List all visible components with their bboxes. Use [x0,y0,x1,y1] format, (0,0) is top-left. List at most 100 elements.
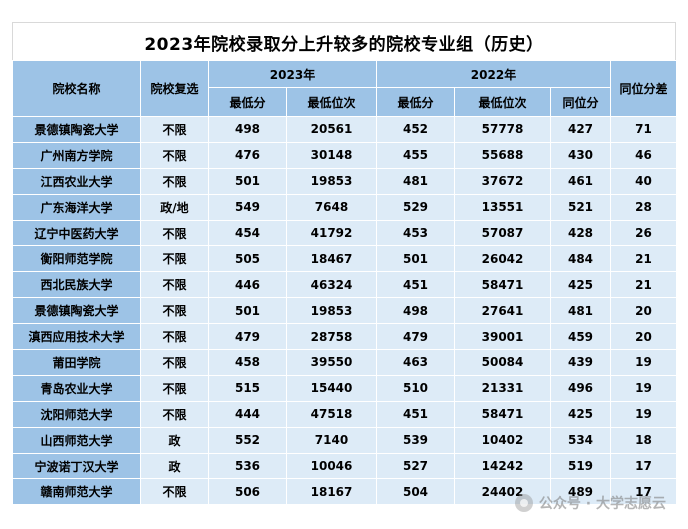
row-2023-min-rank: 15440 [286,374,377,402]
row-filter: 不限 [140,349,209,376]
row-filter: 不限 [140,245,209,273]
row-school: 山西师范大学 [12,426,141,454]
row-2022-min-score: 498 [376,297,455,325]
row-2022-equiv-score: 425 [550,400,611,428]
row-2022-min-score: 510 [376,374,455,402]
row-diff: 26 [610,219,677,247]
row-2023-min-score: 505 [208,245,287,273]
row-2022-min-rank: 39001 [454,323,551,351]
header-2023-min-rank: 最低位次 [286,87,377,117]
row-2023-min-score: 549 [208,193,287,221]
row-school: 赣南师范大学 [12,478,141,506]
row-2023-min-score: 446 [208,271,287,299]
row-2022-min-score: 527 [376,452,455,480]
row-2022-equiv-score: 459 [550,323,611,351]
row-2022-min-rank: 58471 [454,271,551,299]
row-filter: 政/地 [140,193,209,221]
row-filter: 不限 [140,271,209,299]
row-2023-min-score: 454 [208,219,287,247]
row-school: 青岛农业大学 [12,374,141,402]
row-2023-min-rank: 7648 [286,193,377,221]
table-row: 衡阳师范学院 不限 505 18467 501 26042 484 21 [12,245,677,273]
row-2022-equiv-score: 496 [550,374,611,402]
row-2022-equiv-score: 521 [550,193,611,221]
row-2022-equiv-score: 481 [550,297,611,325]
row-filter: 不限 [140,400,209,428]
row-2022-min-score: 481 [376,167,455,195]
header-school: 院校名称 [12,60,141,117]
row-school: 广州南方学院 [12,141,141,169]
row-2023-min-score: 458 [208,349,287,376]
table-row: 广东海洋大学 政/地 549 7648 529 13551 521 28 [12,193,677,221]
row-2023-min-score: 501 [208,167,287,195]
row-diff: 19 [610,400,677,428]
row-2023-min-rank: 7140 [286,426,377,454]
row-2022-equiv-score: 534 [550,426,611,454]
row-2023-min-rank: 10046 [286,452,377,480]
table-row: 景德镇陶瓷大学 不限 501 19853 498 27641 481 20 [12,297,677,325]
row-2022-min-rank: 27641 [454,297,551,325]
row-2022-min-score: 453 [376,219,455,247]
row-2023-min-score: 444 [208,400,287,428]
row-2023-min-score: 479 [208,323,287,351]
row-2023-min-rank: 19853 [286,297,377,325]
row-filter: 不限 [140,167,209,195]
row-2023-min-score: 506 [208,478,287,506]
row-school: 衡阳师范学院 [12,245,141,273]
header-filter: 院校复选 [140,60,209,117]
row-2022-min-rank: 57087 [454,219,551,247]
row-filter: 不限 [140,374,209,402]
row-filter: 不限 [140,478,209,506]
row-2022-equiv-score: 461 [550,167,611,195]
header-2022-equiv-score: 同位分 [550,87,611,117]
table-row: 滇西应用技术大学 不限 479 28758 479 39001 459 20 [12,323,677,351]
row-2022-min-score: 463 [376,349,455,376]
row-2023-min-score: 515 [208,374,287,402]
row-2023-min-rank: 30148 [286,141,377,169]
row-school: 景德镇陶瓷大学 [12,297,141,325]
row-2022-equiv-score: 484 [550,245,611,273]
row-diff: 18 [610,426,677,454]
row-2022-min-score: 539 [376,426,455,454]
row-diff: 46 [610,141,677,169]
table-row: 辽宁中医药大学 不限 454 41792 453 57087 428 26 [12,219,677,247]
row-2022-min-rank: 50084 [454,349,551,376]
row-2022-min-rank: 10402 [454,426,551,454]
row-filter: 不限 [140,297,209,325]
row-2022-min-score: 452 [376,116,455,143]
row-school: 广东海洋大学 [12,193,141,221]
row-diff: 20 [610,297,677,325]
row-filter: 政 [140,426,209,454]
row-2022-min-score: 455 [376,141,455,169]
header-year-2022: 2022年 [376,60,611,88]
row-2022-equiv-score: 427 [550,116,611,143]
row-2022-min-rank: 58471 [454,400,551,428]
table-row: 景德镇陶瓷大学 不限 498 20561 452 57778 427 71 [12,116,677,143]
table-row: 江西农业大学 不限 501 19853 481 37672 461 40 [12,167,677,195]
row-2022-min-rank: 55688 [454,141,551,169]
header-2023-min-score: 最低分 [208,87,287,117]
row-diff: 21 [610,271,677,299]
row-2023-min-rank: 39550 [286,349,377,376]
score-table: 院校名称 院校复选 2023年 2022年 同位分差 最低分 最低位次 最低分 … [12,60,677,506]
row-2022-min-score: 451 [376,271,455,299]
header-diff: 同位分差 [610,60,677,117]
row-2023-min-rank: 19853 [286,167,377,195]
row-2022-equiv-score: 425 [550,271,611,299]
row-2022-min-rank: 24402 [454,478,551,506]
header-year-2023: 2023年 [208,60,377,88]
row-2023-min-score: 476 [208,141,287,169]
row-2023-min-rank: 47518 [286,400,377,428]
row-2022-equiv-score: 439 [550,349,611,376]
header-2022-min-rank: 最低位次 [454,87,551,117]
row-2022-min-rank: 21331 [454,374,551,402]
table-body: 景德镇陶瓷大学 不限 498 20561 452 57778 427 71 广州南方学院 不限 47… [12,116,677,506]
table-row: 西北民族大学 不限 446 46324 451 58471 425 21 [12,271,677,299]
table-title: 2023年院校录取分上升较多的院校专业组（历史） [12,22,676,62]
row-2022-min-rank: 37672 [454,167,551,195]
row-2022-equiv-score: 428 [550,219,611,247]
row-school: 景德镇陶瓷大学 [12,116,141,143]
row-2023-min-rank: 18167 [286,478,377,506]
row-diff: 19 [610,374,677,402]
